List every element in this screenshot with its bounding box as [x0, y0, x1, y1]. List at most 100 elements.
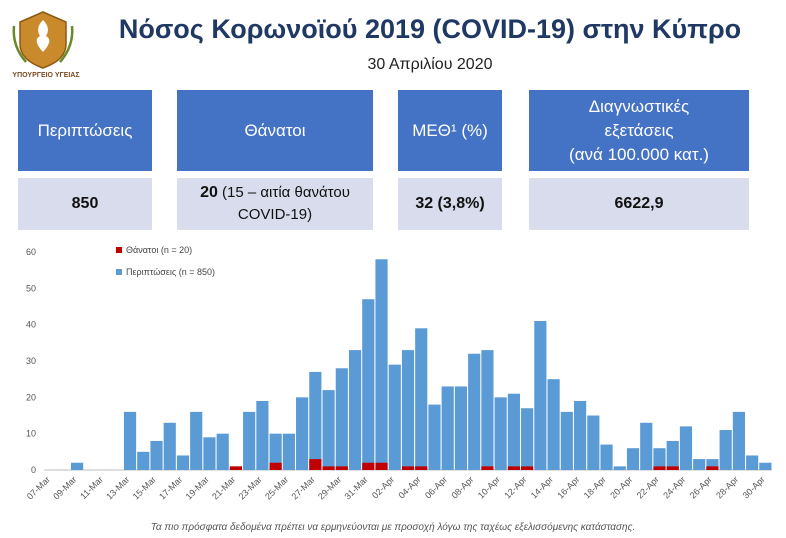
y-tick-label: 20 — [26, 392, 36, 402]
case-bar — [441, 386, 454, 470]
x-tick-label: 25-Mar — [263, 474, 290, 501]
y-tick-label: 60 — [26, 247, 36, 257]
coat-of-arms-icon — [12, 11, 74, 69]
case-bar — [415, 328, 428, 470]
deaths-note-line1: (15 – αιτία θανάτου — [222, 184, 350, 201]
x-tick-label: 13-Mar — [104, 474, 131, 501]
case-bar — [521, 408, 534, 470]
death-bar — [269, 462, 282, 470]
death-bar — [335, 466, 348, 470]
x-tick-label: 19-Mar — [184, 474, 211, 501]
case-bar — [203, 437, 216, 470]
x-tick-label: 11-Mar — [78, 474, 105, 501]
x-tick-label: 24-Apr — [661, 474, 687, 500]
case-bar — [123, 411, 137, 470]
deaths-header: Θάνατοι — [177, 90, 373, 171]
death-bar — [521, 466, 534, 470]
cases-value: 850 — [71, 195, 99, 212]
death-bar — [309, 459, 322, 470]
case-bar — [587, 415, 600, 470]
x-tick-label: 21-Mar — [210, 474, 237, 501]
x-tick-label: 06-Apr — [423, 474, 449, 500]
case-bar — [71, 462, 84, 470]
legend-label: Θάνατοι (n = 20) — [126, 245, 192, 255]
x-tick-label: 29-Mar — [316, 474, 343, 501]
case-bar — [573, 400, 587, 470]
x-tick-label: 22-Apr — [635, 474, 661, 500]
x-tick-label: 02-Apr — [370, 474, 396, 500]
legend-swatch — [116, 247, 122, 253]
y-tick-label: 0 — [31, 465, 36, 475]
death-bar — [507, 466, 520, 470]
case-bar — [216, 433, 229, 470]
case-bar — [679, 426, 693, 470]
chart-svg: 0 10 20 30 40 50 60 07-Mar 09-Mar 11-Mar 13-Mar 15-… — [25, 245, 772, 502]
case-bar — [348, 350, 362, 470]
death-bar — [481, 466, 494, 470]
tests-header-line3: (ανά 100.000 κατ.) — [569, 144, 709, 164]
case-bar — [243, 411, 256, 470]
death-bar — [322, 466, 335, 470]
case-bar — [282, 433, 295, 470]
deaths-value: 20 — [200, 184, 218, 201]
epidemic-curve-chart: 0 10 20 30 40 50 60 07-Mar 09-Mar 11-Mar 13-Mar 15-… — [0, 238, 786, 520]
deaths-note-line2: COVID-19) — [237, 206, 313, 223]
page-date: 30 Απριλίου 2020 — [367, 56, 493, 73]
case-bar — [362, 299, 375, 470]
x-tick-label: 10-Apr — [476, 474, 502, 500]
case-bar — [626, 448, 640, 470]
x-tick-label: 17-Mar — [157, 474, 184, 501]
case-bar — [613, 466, 626, 470]
case-bar — [269, 433, 282, 470]
icu-value-cell: 32 (3,8%) — [398, 178, 502, 230]
x-tick-label: 28-Apr — [714, 474, 740, 500]
case-bar — [256, 400, 269, 470]
case-bar — [428, 404, 441, 470]
death-bar — [666, 466, 679, 470]
y-tick-label: 30 — [26, 356, 36, 366]
legend-swatch — [116, 269, 122, 275]
tests-value: 6622,9 — [614, 195, 664, 212]
case-bar — [746, 455, 759, 470]
death-bar — [401, 466, 415, 470]
legend-label: Περιπτώσεις (n = 850) — [126, 267, 215, 277]
case-bar — [494, 397, 507, 470]
y-tick-label: 40 — [26, 320, 36, 330]
case-bar — [640, 422, 653, 470]
tests-value-cell: 6622,9 — [529, 178, 749, 230]
x-tick-label: 14-Apr — [529, 474, 555, 500]
icu-header: ΜΕΘ¹ (%) — [398, 90, 502, 171]
x-tick-label: 15-Mar — [131, 474, 158, 501]
case-bar — [547, 379, 560, 470]
cases-value-cell: 850 — [18, 178, 152, 230]
page-title: Νόσος Κορωνοϊού 2019 (COVID-19) στην Κύπ… — [118, 14, 742, 44]
case-bar — [150, 440, 163, 470]
case-bar — [335, 368, 348, 470]
case-bar — [401, 350, 415, 470]
death-bar — [653, 466, 666, 470]
case-bar — [507, 393, 520, 470]
case-bar — [693, 459, 706, 470]
death-bar — [375, 462, 388, 470]
cases-header: Περιπτώσεις — [18, 90, 152, 171]
death-bar — [362, 462, 375, 470]
death-bar — [415, 466, 428, 470]
case-bar — [309, 371, 322, 470]
case-bar — [375, 259, 388, 470]
deaths-value-cell: 20 (15 – αιτία θανάτου COVID-19) — [177, 178, 373, 230]
case-bar — [322, 390, 335, 470]
x-tick-label: 26-Apr — [688, 474, 714, 500]
case-bar — [719, 430, 732, 470]
x-tick-label: 09-Mar — [51, 474, 78, 501]
tests-header: Διαγνωστικές εξετάσεις (ανά 100.000 κατ.… — [529, 90, 749, 171]
ministry-logo: ΥΠΟΥΡΓΕΙΟ ΥΓΕΙΑΣ — [6, 6, 80, 88]
tests-header-line1: Διαγνωστικές — [588, 96, 690, 116]
case-bar — [296, 397, 309, 470]
death-bar — [229, 466, 243, 470]
icu-value: 32 (3,8%) — [415, 195, 485, 212]
y-tick-label: 50 — [26, 283, 36, 293]
case-bar — [388, 364, 401, 470]
logo-label: ΥΠΟΥΡΓΕΙΟ ΥΓΕΙΑΣ — [12, 72, 80, 79]
x-tick-label: 08-Apr — [449, 474, 475, 500]
case-bar — [560, 411, 573, 470]
